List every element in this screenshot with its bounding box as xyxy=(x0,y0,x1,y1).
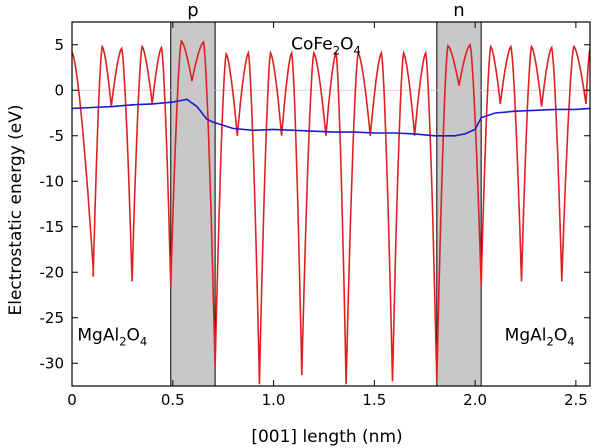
region-label-mid: O xyxy=(127,326,140,346)
y-tick-label: -10 xyxy=(40,172,65,190)
region-label-sub2: 4 xyxy=(140,335,147,349)
y-tick-label: -15 xyxy=(40,218,65,236)
region-label-sub1: 2 xyxy=(546,335,553,349)
shaded-region-n xyxy=(436,22,482,386)
x-tick-label: 1.0 xyxy=(262,391,286,409)
region-label: CoFe2O4 xyxy=(291,34,361,57)
region-label-base: CoFe xyxy=(291,34,333,54)
interface-label-n: n xyxy=(453,0,464,21)
y-tick-label: 0 xyxy=(54,81,64,99)
region-label-base: MgAl xyxy=(77,326,119,346)
y-axis-title: Electrostatic energy (eV) xyxy=(6,104,26,315)
y-tick-label: 5 xyxy=(54,36,64,54)
x-tick-label: 0 xyxy=(67,391,77,409)
region-label-sub2: 4 xyxy=(567,335,574,349)
region-label-sub2: 4 xyxy=(353,43,360,57)
interface-label-p: p xyxy=(187,0,198,21)
plot-frame xyxy=(71,21,591,387)
x-tick-label: 0.5 xyxy=(161,391,185,409)
x-tick-label: 2.5 xyxy=(564,391,588,409)
series-layer xyxy=(71,39,591,385)
x-axis-title: [001] length (nm) xyxy=(251,427,402,447)
y-tick-label: -20 xyxy=(40,263,65,281)
series-blue-average-energy xyxy=(71,98,591,137)
region-label-mid: O xyxy=(554,326,567,346)
x-tick-label: 1.5 xyxy=(362,391,386,409)
ticks: 0 0.5 1.0 1.5 2.0 2.5 5 0 -5 -10 -15 -20 -25 -30 xyxy=(40,22,590,409)
region-label-mid: O xyxy=(340,34,353,54)
region-label-sub1: 2 xyxy=(333,43,340,57)
region-label: MgAl2O4 xyxy=(77,326,147,349)
y-tick-label: -25 xyxy=(40,309,65,327)
x-tick-label: 2.0 xyxy=(463,391,487,409)
region-label: MgAl2O4 xyxy=(505,326,575,349)
series-red-electrostatic-energy xyxy=(71,39,591,385)
shaded-regions xyxy=(170,22,482,386)
y-tick-label: -30 xyxy=(40,354,65,372)
y-tick-label: -5 xyxy=(49,127,64,145)
region-label-base: MgAl xyxy=(505,326,547,346)
region-label-sub1: 2 xyxy=(119,335,126,349)
